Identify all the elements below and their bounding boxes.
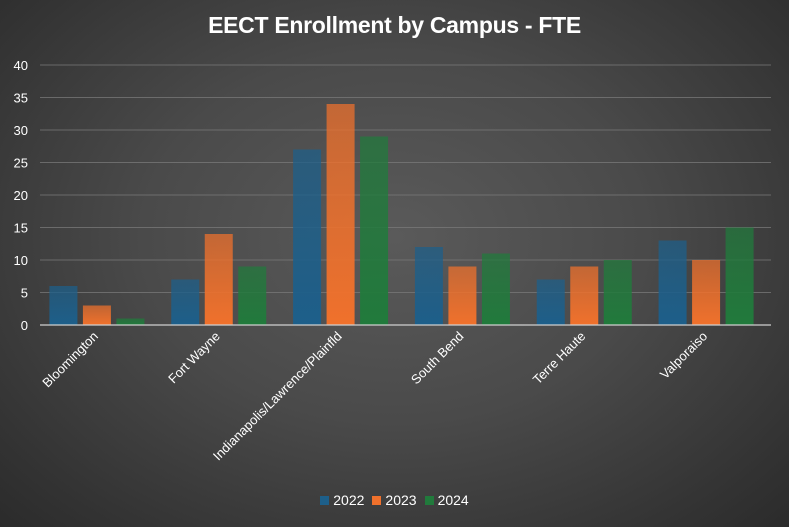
bar xyxy=(116,318,145,325)
y-tick-label: 15 xyxy=(14,221,28,236)
legend-label: 2023 xyxy=(385,492,417,508)
legend-label: 2022 xyxy=(333,492,365,508)
y-tick-label: 5 xyxy=(21,286,28,301)
x-tick-label: South Bend xyxy=(408,329,467,388)
x-tick-label: Valporaiso xyxy=(657,329,710,382)
x-tick-label: Terre Haute xyxy=(530,329,589,388)
y-tick-label: 40 xyxy=(14,58,28,73)
bar xyxy=(448,266,477,325)
bar xyxy=(238,266,267,325)
bar xyxy=(204,234,233,325)
bar xyxy=(171,279,200,325)
bar xyxy=(725,227,754,325)
legend-item: 2022 xyxy=(320,492,364,508)
bar xyxy=(658,240,687,325)
legend-swatch xyxy=(424,495,434,505)
bar xyxy=(481,253,510,325)
y-tick-label: 10 xyxy=(14,253,28,268)
legend-item: 2023 xyxy=(372,492,417,508)
x-tick-label: Bloomington xyxy=(39,329,101,391)
bar xyxy=(603,260,632,325)
y-tick-label: 30 xyxy=(14,123,28,138)
y-tick-label: 20 xyxy=(14,188,28,203)
legend-item: 2024 xyxy=(424,492,469,508)
bar xyxy=(326,104,355,325)
bar xyxy=(49,286,78,325)
legend-label: 2024 xyxy=(437,492,469,508)
chart-legend: 2022 2023 2024 xyxy=(0,492,789,508)
bar xyxy=(414,247,443,325)
bar xyxy=(570,266,599,325)
bar xyxy=(692,260,721,325)
y-tick-label: 35 xyxy=(14,91,28,106)
bar xyxy=(536,279,565,325)
chart-title: EECT Enrollment by Campus - FTE xyxy=(208,12,581,38)
y-tick-label: 25 xyxy=(14,156,28,171)
legend-swatch xyxy=(320,495,330,505)
y-tick-label: 0 xyxy=(21,318,28,333)
bar xyxy=(360,136,389,325)
bar xyxy=(293,149,322,325)
x-tick-label: Indianapolis/Lawrence/Plainfld xyxy=(210,329,345,464)
legend-swatch xyxy=(372,495,382,505)
x-tick-label: Fort Wayne xyxy=(165,329,223,387)
bar xyxy=(82,305,111,325)
